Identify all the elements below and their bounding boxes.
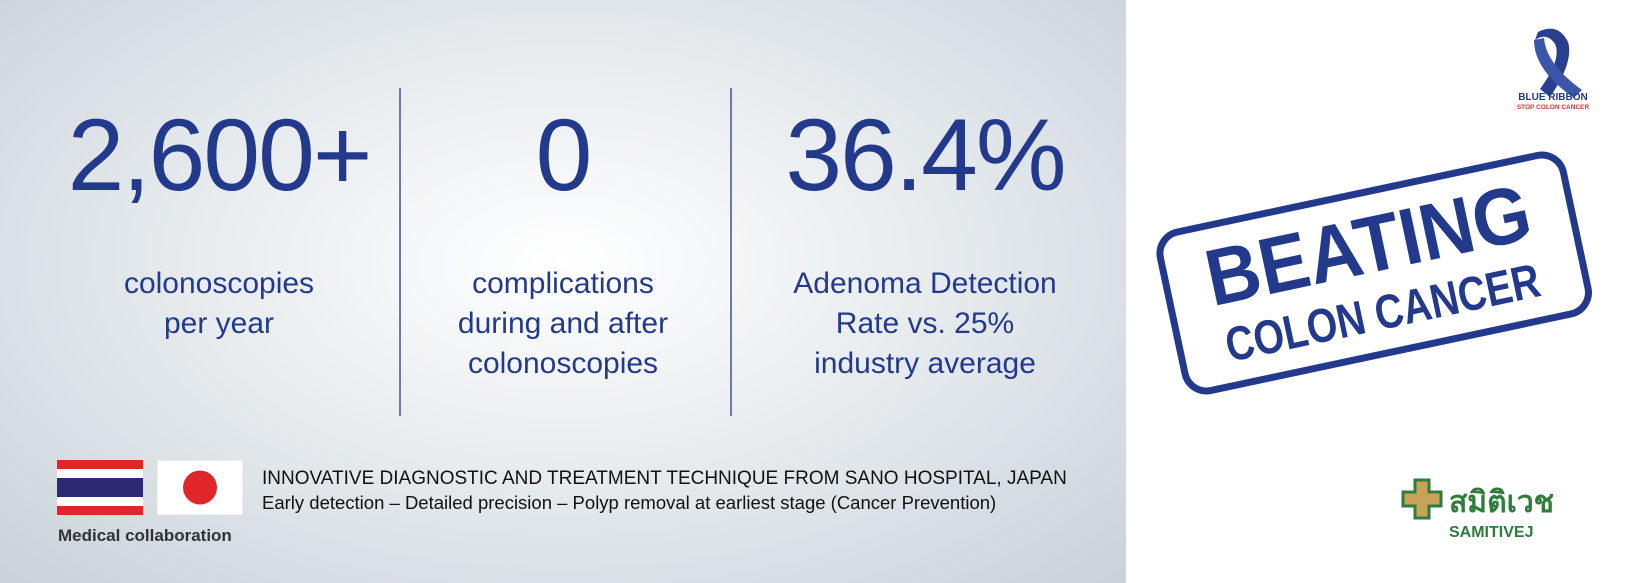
- logo-thai: สมิติเวช: [1449, 486, 1554, 519]
- stat-value: 2,600+: [67, 98, 373, 212]
- stat-label: complications during and after colonoscopi…: [393, 264, 733, 384]
- ribbon-title: BLUE RIBBON: [1518, 92, 1587, 103]
- stat: 36.4% Adenoma Detection Rate vs. 25% indust…: [755, 100, 1095, 384]
- stat-label: colonoscopies per year: [49, 264, 389, 344]
- stripe: [57, 460, 143, 469]
- right-panel: BLUE RIBBON STOP COLON CANCER BEATING CO…: [1156, 28, 1592, 541]
- divider: [399, 88, 401, 416]
- stat-label: Adenoma Detection Rate vs. 25% industry av…: [755, 264, 1095, 384]
- logo-cross: [1401, 478, 1443, 520]
- stat: 0 complications during and after colonoscop…: [393, 100, 733, 384]
- stat-label-line: Adenoma Detection: [793, 267, 1057, 300]
- ribbon-subtitle: STOP COLON CANCER: [1517, 104, 1590, 111]
- stat-label-line: colonoscopies: [123, 267, 315, 300]
- stat-label-line: during and after: [457, 307, 669, 340]
- stat: 2,600+ colonoscopies per year: [49, 100, 389, 344]
- stat-label-line: colonoscopies: [467, 347, 659, 380]
- divider: [730, 88, 732, 416]
- stat-value: 0: [535, 98, 593, 212]
- caption: Medical collaboration: [58, 526, 232, 545]
- stat-label-line: per year: [163, 307, 275, 340]
- flags: [57, 460, 244, 516]
- stamp-border: [1156, 151, 1592, 395]
- ribbon-logo: BLUE RIBBON STOP COLON CANCER: [1517, 28, 1590, 111]
- ribbon: [1535, 28, 1570, 98]
- stat-label-line: Rate vs. 25%: [835, 307, 1015, 340]
- stats-panel: Medical collaboration INNOVATIVE DIAGNOS…: [0, 0, 1126, 583]
- stamp: BEATING COLON CANCER: [1156, 151, 1592, 395]
- stat-value: 36.4%: [785, 98, 1066, 212]
- stat-label-line: complications: [472, 267, 654, 300]
- samitivej-logo: สมิติเวช SAMITIVEJ: [1401, 478, 1554, 541]
- logo-name: SAMITIVEJ: [1449, 524, 1533, 541]
- headline: INNOVATIVE DIAGNOSTIC AND TREATMENT TECH…: [262, 468, 1067, 489]
- stripe: [57, 478, 143, 497]
- stat-label-line: industry average: [814, 347, 1036, 380]
- subline: Early detection – Detailed precision – P…: [262, 492, 997, 513]
- ribbon: [1534, 38, 1582, 98]
- sun: [183, 470, 217, 505]
- stripe: [57, 506, 143, 515]
